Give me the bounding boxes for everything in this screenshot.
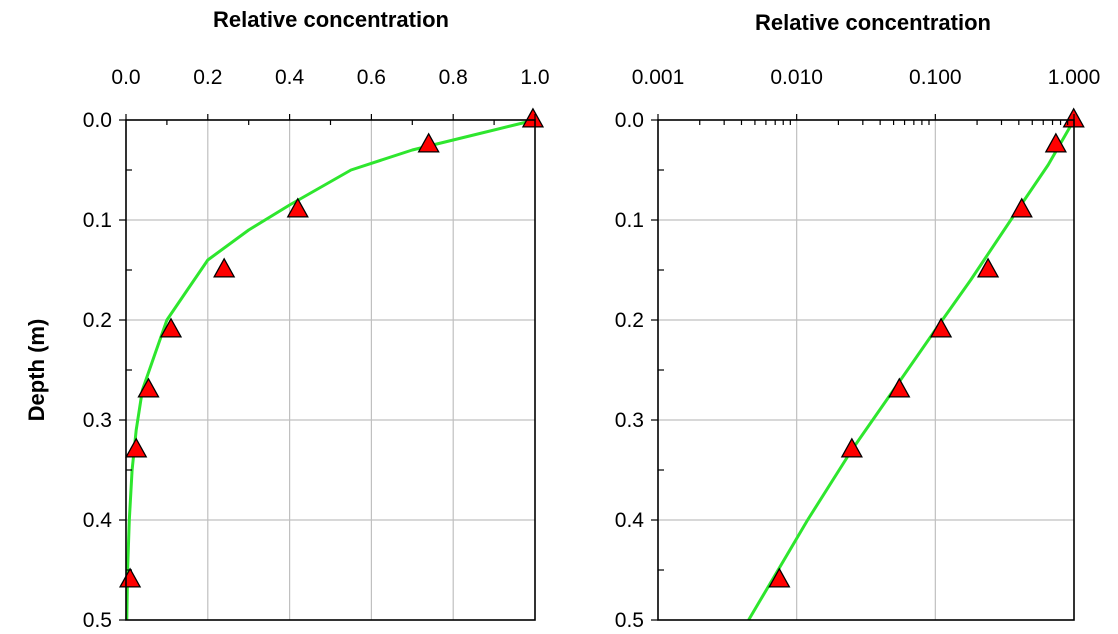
data-point-triangle (521, 107, 545, 128)
x-tick-label: 1.0 (520, 66, 549, 89)
x-tick-labels: 0.001 0.010 0.100 1.000 (632, 66, 1101, 89)
data-point-triangle (840, 437, 863, 458)
data-point-triangle (976, 257, 1000, 278)
data-point-triangle (159, 317, 183, 338)
x-tick-label: 0.4 (275, 66, 305, 89)
data-point-triangle (417, 132, 440, 153)
y-tick-labels: 0.0 0.1 0.2 0.3 0.4 0.5 (615, 109, 645, 632)
chart-title: Relative concentration (755, 10, 991, 35)
data-point-triangle (929, 317, 953, 338)
x-tick-labels: 0.0 0.2 0.4 0.6 0.8 1.0 (111, 66, 549, 89)
y-tick-label: 0.2 (83, 309, 112, 332)
y-tick-label: 0.3 (615, 409, 644, 432)
y-tick-label: 0.1 (83, 209, 112, 232)
linear-concentration-panel: Relative concentration Depth (m) 0.0 0.2 0… (24, 7, 550, 632)
plot-frame (657, 119, 1075, 621)
data-point-triangle (888, 377, 911, 398)
grid-lines (126, 120, 535, 620)
data-point-triangle (286, 197, 309, 218)
chart-title: Relative concentration (213, 7, 449, 32)
x-tick-label: 0.6 (357, 66, 386, 89)
x-tick-label: 0.001 (632, 66, 685, 89)
grid-lines (658, 120, 1074, 620)
y-tick-labels: 0.0 0.1 0.2 0.3 0.4 0.5 (83, 109, 113, 632)
y-tick-label: 0.5 (83, 609, 112, 632)
data-point-triangle (137, 377, 160, 398)
y-tick-label: 0.4 (615, 509, 645, 532)
data-point-triangle (213, 257, 236, 278)
y-tick-label: 0.4 (83, 509, 113, 532)
curve-layer (747, 119, 1076, 621)
data-point-triangle (1044, 132, 1067, 153)
data-point-triangle (125, 437, 148, 458)
x-tick-label: 0.8 (439, 66, 468, 89)
model-curve (747, 119, 1076, 621)
x-tick-label: 0.010 (770, 66, 823, 89)
ticks (119, 114, 536, 621)
y-tick-label: 0.5 (615, 609, 644, 632)
y-tick-label: 0.1 (615, 209, 644, 232)
x-tick-label: 0.0 (111, 66, 140, 89)
curve-layer (125, 118, 536, 621)
x-tick-label: 0.2 (193, 66, 222, 89)
plot-frame (125, 119, 536, 621)
data-point-triangle (768, 567, 791, 588)
x-tick-label: 1.000 (1048, 66, 1101, 89)
marker-layer (118, 107, 545, 588)
data-point-triangle (118, 567, 142, 588)
x-tick-label: 0.100 (909, 66, 962, 89)
data-point-triangle (1010, 197, 1033, 218)
log-concentration-panel: Relative concentration 0.001 0.010 0.100 1.… (615, 10, 1100, 632)
y-tick-label: 0.0 (83, 109, 112, 132)
y-axis-label: Depth (m) (24, 319, 49, 422)
y-tick-label: 0.0 (615, 109, 644, 132)
model-curve (125, 118, 536, 621)
y-tick-label: 0.3 (83, 409, 112, 432)
y-tick-label: 0.2 (615, 309, 644, 332)
ticks (651, 114, 1075, 621)
